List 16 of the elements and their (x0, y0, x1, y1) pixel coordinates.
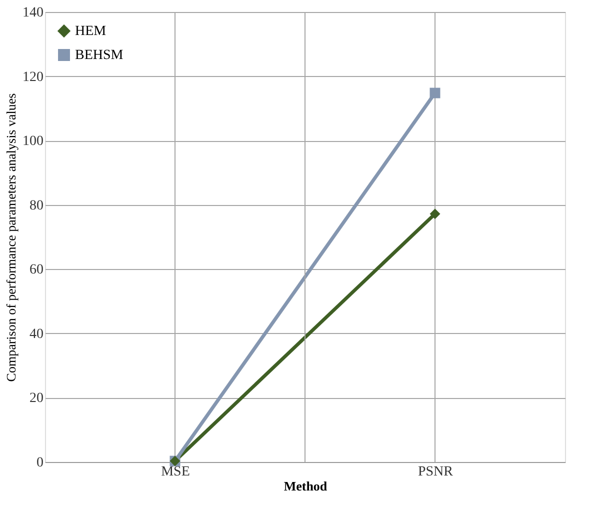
y-tick-label: 40 (30, 326, 44, 342)
y-axis-title: Comparison of performance parameters analysis values (4, 93, 18, 382)
x-axis-title: Method (284, 478, 328, 494)
y-tick-label: 140 (22, 6, 44, 20)
y-tick-label: 80 (30, 198, 44, 214)
y-tick-label: 100 (22, 134, 44, 150)
point (430, 88, 440, 98)
point (430, 208, 440, 220)
legend-label: BEHSM (75, 48, 124, 63)
x-tick-label: PSNR (418, 464, 454, 480)
y-tick-label: 0 (36, 456, 44, 470)
x-tick-label: MSE (161, 464, 190, 480)
legend-label: HEM (75, 24, 107, 39)
y-tick-label: 120 (22, 70, 44, 85)
y-tick-label: 20 (30, 391, 44, 406)
y-tick-label: 60 (30, 262, 44, 278)
